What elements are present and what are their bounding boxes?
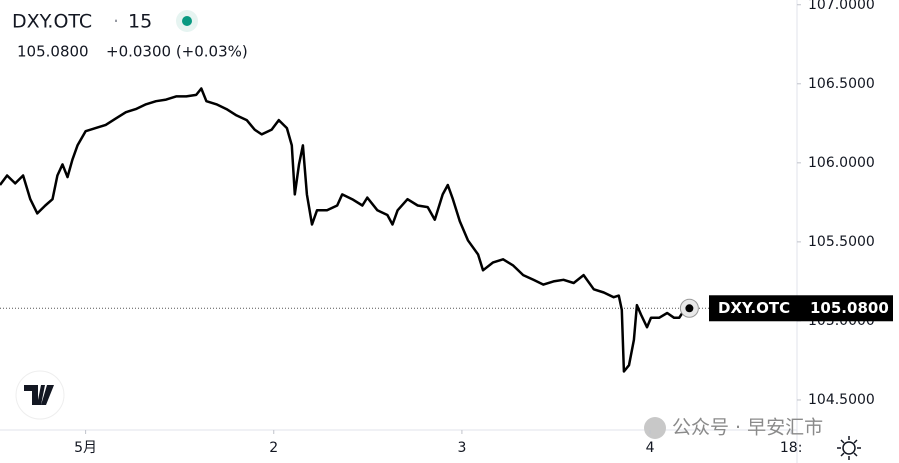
price-tag-label: 105.0800 [810, 299, 889, 317]
x-tick-label: 5月 [74, 440, 97, 456]
symbol: DXY.OTC [12, 11, 92, 33]
tv-logo [15, 370, 65, 420]
interval: 15 [128, 11, 152, 33]
last-price: 105.0800 [17, 43, 89, 61]
x-tick-label: 4 [646, 440, 655, 456]
y-tick-label: 105.5000 [808, 234, 875, 250]
x-tick-label: 3 [457, 440, 466, 456]
x-tick-label: 18: [780, 440, 803, 456]
watermark: 公众号 · 早安汇市 [672, 417, 823, 439]
y-tick-label: 104.5000 [808, 392, 875, 408]
status-dot [182, 16, 192, 26]
symbol-tag [709, 295, 797, 322]
price-line [0, 87, 690, 373]
watermark-icon [644, 417, 666, 439]
symbol-tag-label: DXY.OTC [718, 299, 790, 317]
x-tick-label: 2 [269, 440, 278, 456]
y-tick-label: 106.5000 [808, 76, 875, 92]
y-tick-label: 107.0000 [808, 0, 875, 13]
separator: · [113, 11, 119, 33]
settings-icon [837, 436, 861, 460]
plot-area [0, 87, 797, 373]
y-tick-label: 106.0000 [808, 155, 875, 171]
price-tag [797, 295, 893, 322]
price-change: +0.0300 (+0.03%) [106, 43, 248, 61]
last-point [685, 304, 694, 313]
